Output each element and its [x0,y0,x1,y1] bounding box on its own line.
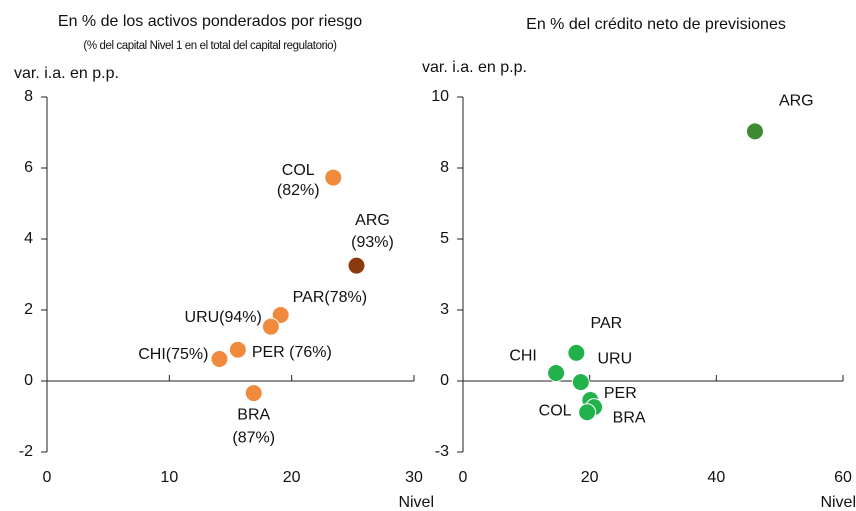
y-tick-label: 8 [24,88,33,105]
point-label: BRA [237,406,270,423]
y-tick-label: 4 [24,230,33,247]
chart-subtitle: (% del capital Nivel 1 en el total del c… [83,40,337,52]
x-tick-label: 30 [405,469,423,486]
point-label: PAR(78%) [293,289,367,306]
point [210,349,229,368]
point-label: (93%) [351,234,394,251]
x-axis-label: Nivel [398,494,434,511]
x-tick-label: 0 [459,469,468,486]
point-label: PER (76%) [252,344,332,361]
x-tick-label: 10 [160,469,178,486]
y-axis-label: var. i.a. en p.p. [14,65,119,82]
point-label: BRA [613,409,646,426]
y-tick-label: 8 [440,159,449,176]
point-label: COL [282,162,315,179]
point [271,305,290,324]
y-tick-label: 5 [440,230,449,247]
y-axis-label: var. i.a. en p.p. [422,59,527,76]
point-label: PER [604,385,637,402]
point-label: PAR [591,315,623,332]
x-tick-label: 20 [283,469,301,486]
point-label: URU [597,350,632,367]
point [745,122,764,141]
x-axis-label: Nivel [820,494,856,511]
y-tick-label: 0 [24,372,33,389]
y-tick-label: -3 [435,443,449,460]
y-tick-label: 6 [24,159,33,176]
point [347,256,366,275]
chart-title: En % de los activos ponderados por riesg… [58,13,362,30]
y-tick-label: -2 [19,443,33,460]
point-label: (82%) [277,182,320,199]
point [228,340,247,359]
point [578,403,597,422]
y-tick-label: 3 [440,301,449,318]
point [244,384,263,403]
point-label: CHI(75%) [138,346,208,363]
point-label: (87%) [232,429,275,446]
point [261,317,280,336]
point [571,373,590,392]
point-label: ARG [355,212,390,229]
point-label: ARG [779,93,814,110]
x-tick-label: 20 [581,469,599,486]
point [547,364,566,383]
x-tick-label: 60 [834,469,852,486]
point [324,168,343,187]
y-tick-label: 0 [440,372,449,389]
point-label: URU(94%) [185,309,262,326]
y-tick-label: 2 [24,301,33,318]
point-label: CHI [509,347,537,364]
x-tick-label: 40 [707,469,725,486]
x-tick-label: 0 [43,469,52,486]
y-tick-label: 10 [431,88,449,105]
point [567,343,586,362]
point-label: COL [539,402,572,419]
chart-title: En % del crédito neto de previsiones [526,16,786,33]
